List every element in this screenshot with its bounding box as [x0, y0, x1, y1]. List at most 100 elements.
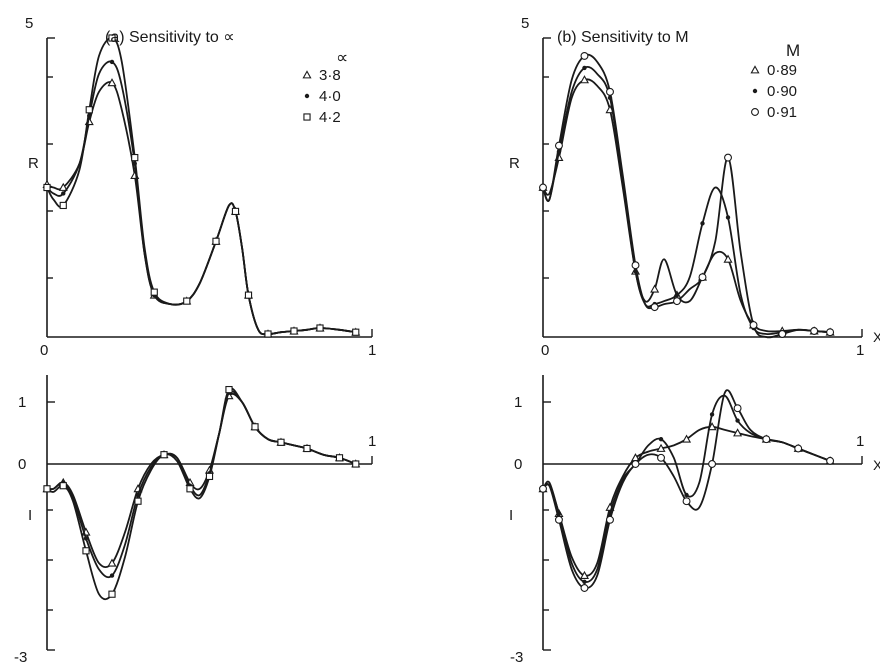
- data-point: [335, 454, 344, 462]
- data-point: [580, 51, 589, 60]
- data-point: [251, 423, 259, 431]
- x-axis-end-label: X: [873, 329, 880, 345]
- data-point: [212, 237, 220, 245]
- series-3: [43, 385, 360, 601]
- legend: [750, 65, 760, 116]
- data-point: [59, 201, 67, 210]
- data-point: [58, 182, 68, 191]
- data-point: [631, 460, 640, 468]
- data-point: [109, 573, 115, 578]
- data-point: [59, 482, 67, 490]
- panel-a-R: [42, 34, 373, 338]
- data-point: [725, 215, 731, 220]
- series-1: [42, 391, 361, 568]
- y-axis-label: I: [28, 507, 32, 524]
- legend-label: 4·0: [319, 88, 341, 105]
- data-point: [778, 330, 787, 338]
- legend-label: 3·8: [319, 67, 341, 84]
- data-point: [107, 558, 117, 567]
- data-point: [183, 297, 191, 305]
- chart-title: (b) Sensitivity to M: [557, 29, 689, 46]
- series-line: [542, 389, 831, 590]
- x-tick-label: 1: [368, 342, 376, 359]
- data-point: [684, 492, 689, 498]
- data-point: [826, 328, 835, 337]
- data-point: [109, 59, 115, 65]
- panel-b-I: [538, 375, 863, 651]
- series-line: [46, 60, 356, 336]
- chart-title: (a) Sensitivity to ∝: [105, 29, 235, 46]
- data-point: [186, 485, 194, 493]
- data-point: [61, 191, 66, 196]
- y-tick-label: 5: [521, 15, 529, 32]
- data-point: [708, 460, 717, 468]
- series-3: [43, 34, 360, 338]
- series-2: [540, 394, 833, 584]
- series-line: [46, 37, 356, 336]
- legend-marker: [303, 113, 311, 121]
- data-point: [658, 437, 664, 442]
- data-point: [723, 254, 733, 263]
- data-point: [606, 87, 614, 96]
- data-point: [631, 261, 640, 270]
- data-point: [264, 330, 272, 338]
- data-point: [735, 418, 740, 423]
- data-point: [554, 141, 563, 150]
- legend-marker: [304, 93, 310, 99]
- data-point: [749, 321, 758, 330]
- data-point: [657, 453, 666, 462]
- data-point: [43, 485, 51, 493]
- data-point: [698, 273, 707, 282]
- series-3: [539, 51, 835, 339]
- y-axis-label: R: [509, 155, 520, 172]
- data-point: [82, 547, 90, 555]
- data-point: [107, 78, 117, 87]
- legend-label: 0·91: [767, 104, 797, 121]
- data-point: [352, 328, 360, 336]
- x-tick-label: 1: [856, 433, 864, 450]
- data-point: [650, 303, 659, 312]
- legend-label: 0·89: [767, 62, 797, 79]
- y-tick-label: -3: [14, 649, 27, 666]
- x-tick-label: 1: [368, 433, 376, 450]
- y-tick-label: -3: [510, 649, 523, 666]
- y-tick-label: 0: [18, 456, 26, 473]
- data-point: [205, 472, 214, 481]
- data-point: [108, 590, 116, 598]
- data-point: [682, 434, 692, 443]
- data-point: [108, 34, 116, 42]
- data-point: [352, 460, 360, 468]
- data-point: [554, 515, 563, 524]
- data-point: [709, 412, 715, 417]
- data-point: [606, 515, 614, 524]
- data-point: [231, 207, 240, 216]
- data-point: [579, 75, 590, 84]
- x-axis-end-label: X: [873, 457, 880, 473]
- data-point: [724, 153, 732, 162]
- data-point: [85, 106, 93, 114]
- data-point: [700, 221, 705, 226]
- data-point: [682, 497, 691, 506]
- data-point: [826, 456, 835, 465]
- legend-marker: [751, 108, 759, 116]
- data-point: [160, 451, 168, 459]
- data-point: [582, 65, 587, 71]
- panel-b-R: [538, 37, 863, 339]
- data-point: [656, 443, 666, 452]
- data-point: [582, 579, 587, 584]
- data-point: [580, 584, 589, 592]
- legend: [302, 70, 312, 121]
- y-tick-label: 1: [18, 394, 26, 411]
- y-tick-label: 1: [514, 394, 522, 411]
- data-point: [733, 404, 742, 413]
- data-point: [762, 435, 771, 444]
- data-point: [244, 291, 253, 299]
- y-axis-label: R: [28, 155, 39, 172]
- data-point: [733, 428, 743, 437]
- data-point: [83, 536, 89, 541]
- series-line: [46, 392, 357, 568]
- data-point: [131, 153, 139, 162]
- legend-marker: [302, 70, 312, 79]
- legend-title: ∝: [336, 48, 348, 67]
